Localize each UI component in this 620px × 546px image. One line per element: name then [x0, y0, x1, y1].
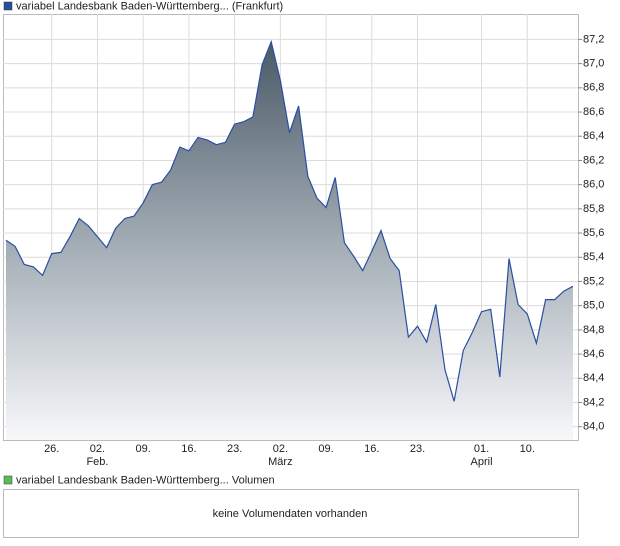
- month-label: März: [268, 456, 292, 468]
- x-tick-label: 09.: [136, 443, 151, 455]
- y-tick-label: 87,0: [583, 58, 604, 70]
- y-tick-label: 84,8: [583, 324, 604, 336]
- x-tick-label: 23.: [410, 443, 425, 455]
- y-tick-label: 84,6: [583, 348, 604, 360]
- y-tick-label: 85,4: [583, 251, 604, 263]
- month-label: Feb.: [86, 456, 108, 468]
- y-tick-label: 85,2: [583, 275, 604, 287]
- x-tick-label: 16.: [364, 443, 379, 455]
- legend-swatch: [3, 475, 13, 485]
- volume-title: variabel Landesbank Baden-Württemberg...…: [16, 474, 275, 486]
- y-tick-label: 84,4: [583, 372, 604, 384]
- y-tick-label: 85,0: [583, 300, 604, 312]
- y-tick-label: 86,0: [583, 179, 604, 191]
- y-tick-label: 87,2: [583, 33, 604, 45]
- y-tick-label: 86,2: [583, 154, 604, 166]
- chart-title: variabel Landesbank Baden-Württemberg...…: [16, 0, 283, 12]
- area: [6, 41, 573, 441]
- x-tick-label: 10.: [520, 443, 535, 455]
- y-tick-label: 85,6: [583, 227, 604, 239]
- y-tick-label: 86,6: [583, 106, 604, 118]
- x-tick-label: 02.: [90, 443, 105, 455]
- x-tick-label: 23.: [227, 443, 242, 455]
- legend-swatch: [3, 1, 13, 11]
- x-tick-label: 01.: [474, 443, 489, 455]
- y-tick-label: 85,8: [583, 203, 604, 215]
- x-tick-label: 16.: [181, 443, 196, 455]
- x-tick-label: 02.: [273, 443, 288, 455]
- x-tick-label: 26.: [44, 443, 59, 455]
- y-tick-label: 86,4: [583, 130, 604, 142]
- volume-message: keine Volumendaten vorhanden: [213, 508, 368, 520]
- y-tick-label: 86,8: [583, 82, 604, 94]
- month-label: April: [471, 456, 493, 468]
- y-tick-label: 84,0: [583, 421, 604, 433]
- volume-frame: [3, 489, 579, 538]
- y-tick-label: 84,2: [583, 396, 604, 408]
- line: [5, 39, 574, 402]
- x-tick-label: 09.: [318, 443, 333, 455]
